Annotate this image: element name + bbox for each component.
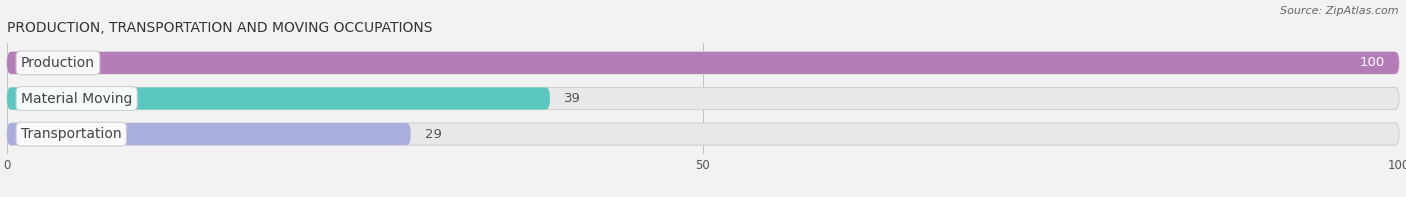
FancyBboxPatch shape	[7, 87, 1399, 110]
Text: Source: ZipAtlas.com: Source: ZipAtlas.com	[1281, 6, 1399, 16]
Text: Material Moving: Material Moving	[21, 91, 132, 106]
Text: Transportation: Transportation	[21, 127, 121, 141]
FancyBboxPatch shape	[7, 123, 411, 145]
FancyBboxPatch shape	[7, 52, 1399, 74]
Text: PRODUCTION, TRANSPORTATION AND MOVING OCCUPATIONS: PRODUCTION, TRANSPORTATION AND MOVING OC…	[7, 21, 433, 35]
FancyBboxPatch shape	[7, 52, 1399, 74]
FancyBboxPatch shape	[7, 123, 1399, 145]
Text: 39: 39	[564, 92, 581, 105]
Text: 100: 100	[1360, 56, 1385, 69]
Text: Production: Production	[21, 56, 96, 70]
FancyBboxPatch shape	[7, 87, 550, 110]
Text: 29: 29	[425, 128, 441, 141]
